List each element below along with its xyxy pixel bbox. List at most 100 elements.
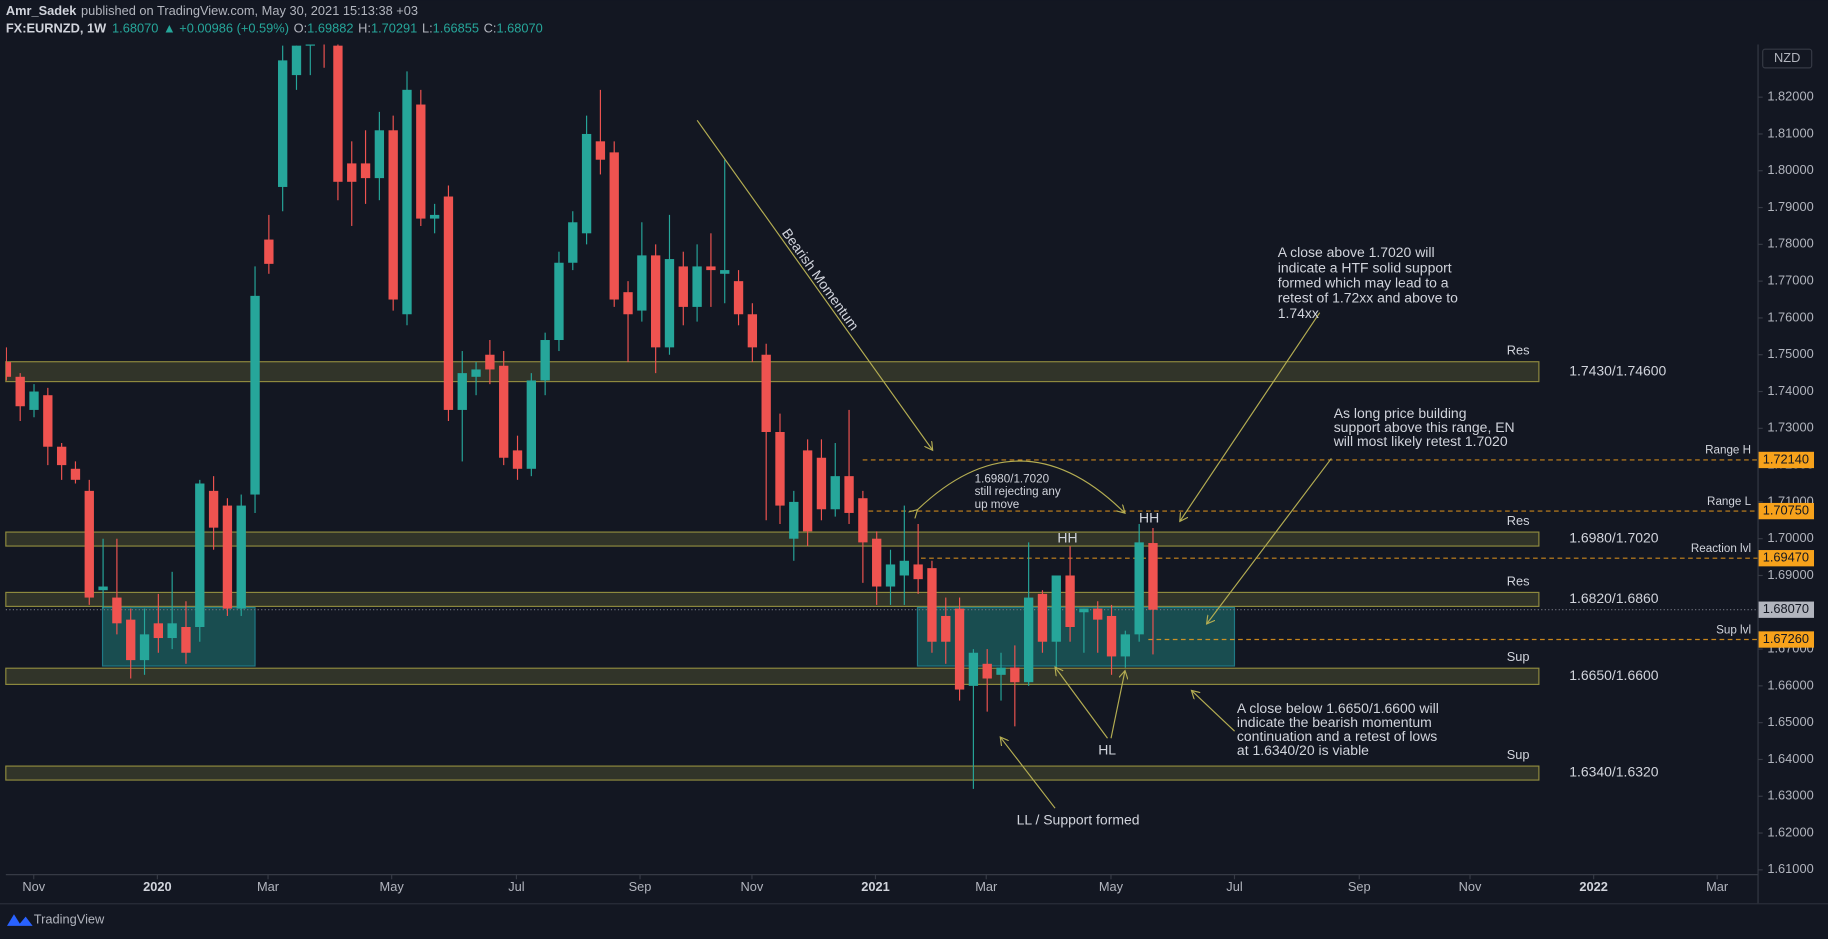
ohlc-value: 1.70291 bbox=[371, 21, 417, 36]
last-price-tag bbox=[1758, 601, 1815, 618]
candle-body bbox=[471, 369, 481, 377]
candle-body bbox=[5, 362, 12, 377]
zone-tag: Sup bbox=[1507, 649, 1530, 664]
y-tick-label: 1.79000 bbox=[1767, 199, 1813, 214]
ohlc-key: H: bbox=[358, 21, 371, 36]
level-tag bbox=[1758, 631, 1815, 648]
zone bbox=[5, 667, 1540, 685]
y-tick-label: 1.61000 bbox=[1767, 861, 1813, 876]
annotation: A close above 1.7020 will indicate a HTF… bbox=[1278, 244, 1462, 321]
candle-body bbox=[15, 376, 25, 407]
level-tag bbox=[1758, 550, 1815, 567]
x-tick-label: 2020 bbox=[143, 879, 172, 894]
candle-body bbox=[388, 130, 398, 300]
annotation-line: up move bbox=[975, 498, 1020, 511]
candle-body bbox=[347, 163, 357, 182]
x-tick-label: Nov bbox=[1459, 879, 1482, 894]
x-tick-label: 2022 bbox=[1579, 879, 1608, 894]
candle-body bbox=[139, 634, 150, 661]
y-tick-label: 1.77000 bbox=[1767, 273, 1813, 288]
x-tick-label: Mar bbox=[257, 879, 280, 894]
candle-body bbox=[899, 560, 909, 576]
candle-body bbox=[208, 490, 219, 528]
last-price-label: 1.68070 bbox=[1763, 601, 1809, 616]
candle-body bbox=[374, 130, 385, 179]
x-tick-label: May bbox=[1099, 879, 1124, 894]
annotation: HL bbox=[1098, 742, 1116, 758]
zone-label: 1.7430/1.74600 bbox=[1569, 362, 1666, 378]
annotation-line: formed which may lead to a bbox=[1278, 274, 1449, 290]
range-box bbox=[916, 606, 1236, 667]
x-tick-label: Mar bbox=[975, 879, 998, 894]
candle-body bbox=[568, 222, 578, 263]
candle-body bbox=[747, 314, 758, 348]
annotation-line: still rejecting any bbox=[975, 485, 1061, 498]
candle-body bbox=[664, 259, 675, 348]
ohlc-value: 1.68070 bbox=[496, 21, 542, 36]
annotation-line: will most likely retest 1.7020 bbox=[1333, 433, 1508, 449]
ohlc-key: C: bbox=[484, 21, 497, 36]
logo-icon bbox=[6, 914, 33, 926]
candle-body bbox=[623, 292, 633, 315]
zone-tag: Sup bbox=[1507, 747, 1530, 762]
candle-body bbox=[761, 354, 771, 432]
level-name: Reaction lvl bbox=[1691, 542, 1751, 555]
candle-body bbox=[968, 652, 979, 686]
x-tick-label: Nov bbox=[22, 879, 45, 894]
arrow bbox=[1180, 312, 1321, 522]
zones-layer bbox=[5, 361, 1759, 781]
brand[interactable]: TradingView bbox=[34, 911, 105, 926]
candle-body bbox=[885, 564, 896, 587]
zone-label: 1.6650/1.6600 bbox=[1569, 667, 1659, 683]
annotation-line: indicate the bearish momentum bbox=[1237, 714, 1432, 730]
candle-body bbox=[872, 538, 882, 587]
y-tick-label: 1.78000 bbox=[1767, 236, 1813, 251]
candle-body bbox=[236, 505, 246, 609]
level-tag bbox=[1758, 502, 1815, 520]
annotation: HH bbox=[1057, 530, 1077, 546]
candle-body bbox=[1023, 597, 1034, 683]
x-tick-label: 2021 bbox=[861, 879, 890, 894]
candle-body bbox=[112, 597, 122, 624]
candle-body bbox=[720, 270, 730, 274]
candle-body bbox=[512, 450, 523, 469]
candle-body bbox=[733, 281, 744, 315]
candle-body bbox=[485, 354, 495, 370]
y-tick-label: 1.64000 bbox=[1767, 751, 1813, 766]
candle-body bbox=[650, 255, 661, 348]
arrow bbox=[696, 119, 932, 450]
candle-body bbox=[1010, 667, 1020, 683]
annotation: A close below 1.6650/1.6600 will indicat… bbox=[1237, 700, 1443, 758]
annotation-arrows bbox=[696, 119, 1332, 809]
candle-body bbox=[954, 608, 965, 690]
change: ▲ +0.00986 (+0.59%) bbox=[163, 21, 289, 36]
x-tick-label: Sep bbox=[629, 879, 652, 894]
header-line-1: Amr_Sadek published on TradingView.com, M… bbox=[6, 3, 418, 18]
candle-body bbox=[1037, 593, 1048, 642]
arrow bbox=[1055, 667, 1108, 739]
candle-body bbox=[982, 663, 992, 679]
candle-body bbox=[941, 615, 951, 642]
candle-body bbox=[29, 391, 39, 410]
candle-body bbox=[264, 239, 274, 264]
x-tick-label: Nov bbox=[741, 879, 764, 894]
x-tick-label: Jul bbox=[508, 879, 524, 894]
candle-body bbox=[222, 505, 233, 609]
candle-body bbox=[1065, 575, 1075, 628]
candle-body bbox=[416, 104, 426, 219]
annotation-line: retest of 1.72xx and above to bbox=[1278, 289, 1458, 305]
candle-body bbox=[457, 373, 467, 410]
candle-body bbox=[443, 196, 454, 410]
overlay-layer: 1.61000 1.62000 1.63000 1.64000 1.65000 1.660… bbox=[22, 89, 1815, 894]
y-tick-label: 1.66000 bbox=[1767, 677, 1813, 692]
x-tick-label: Sep bbox=[1348, 879, 1371, 894]
header-line-2: FX:EURNZD, 1W 1.68070 ▲ +0.00986 (+0.59%) O… bbox=[6, 21, 543, 36]
candle-body bbox=[913, 564, 923, 580]
currency: NZD bbox=[1774, 50, 1800, 65]
annotation-line: support above this range, EN bbox=[1334, 419, 1515, 435]
level-name: Range L bbox=[1707, 495, 1752, 508]
arrow bbox=[917, 460, 1125, 513]
